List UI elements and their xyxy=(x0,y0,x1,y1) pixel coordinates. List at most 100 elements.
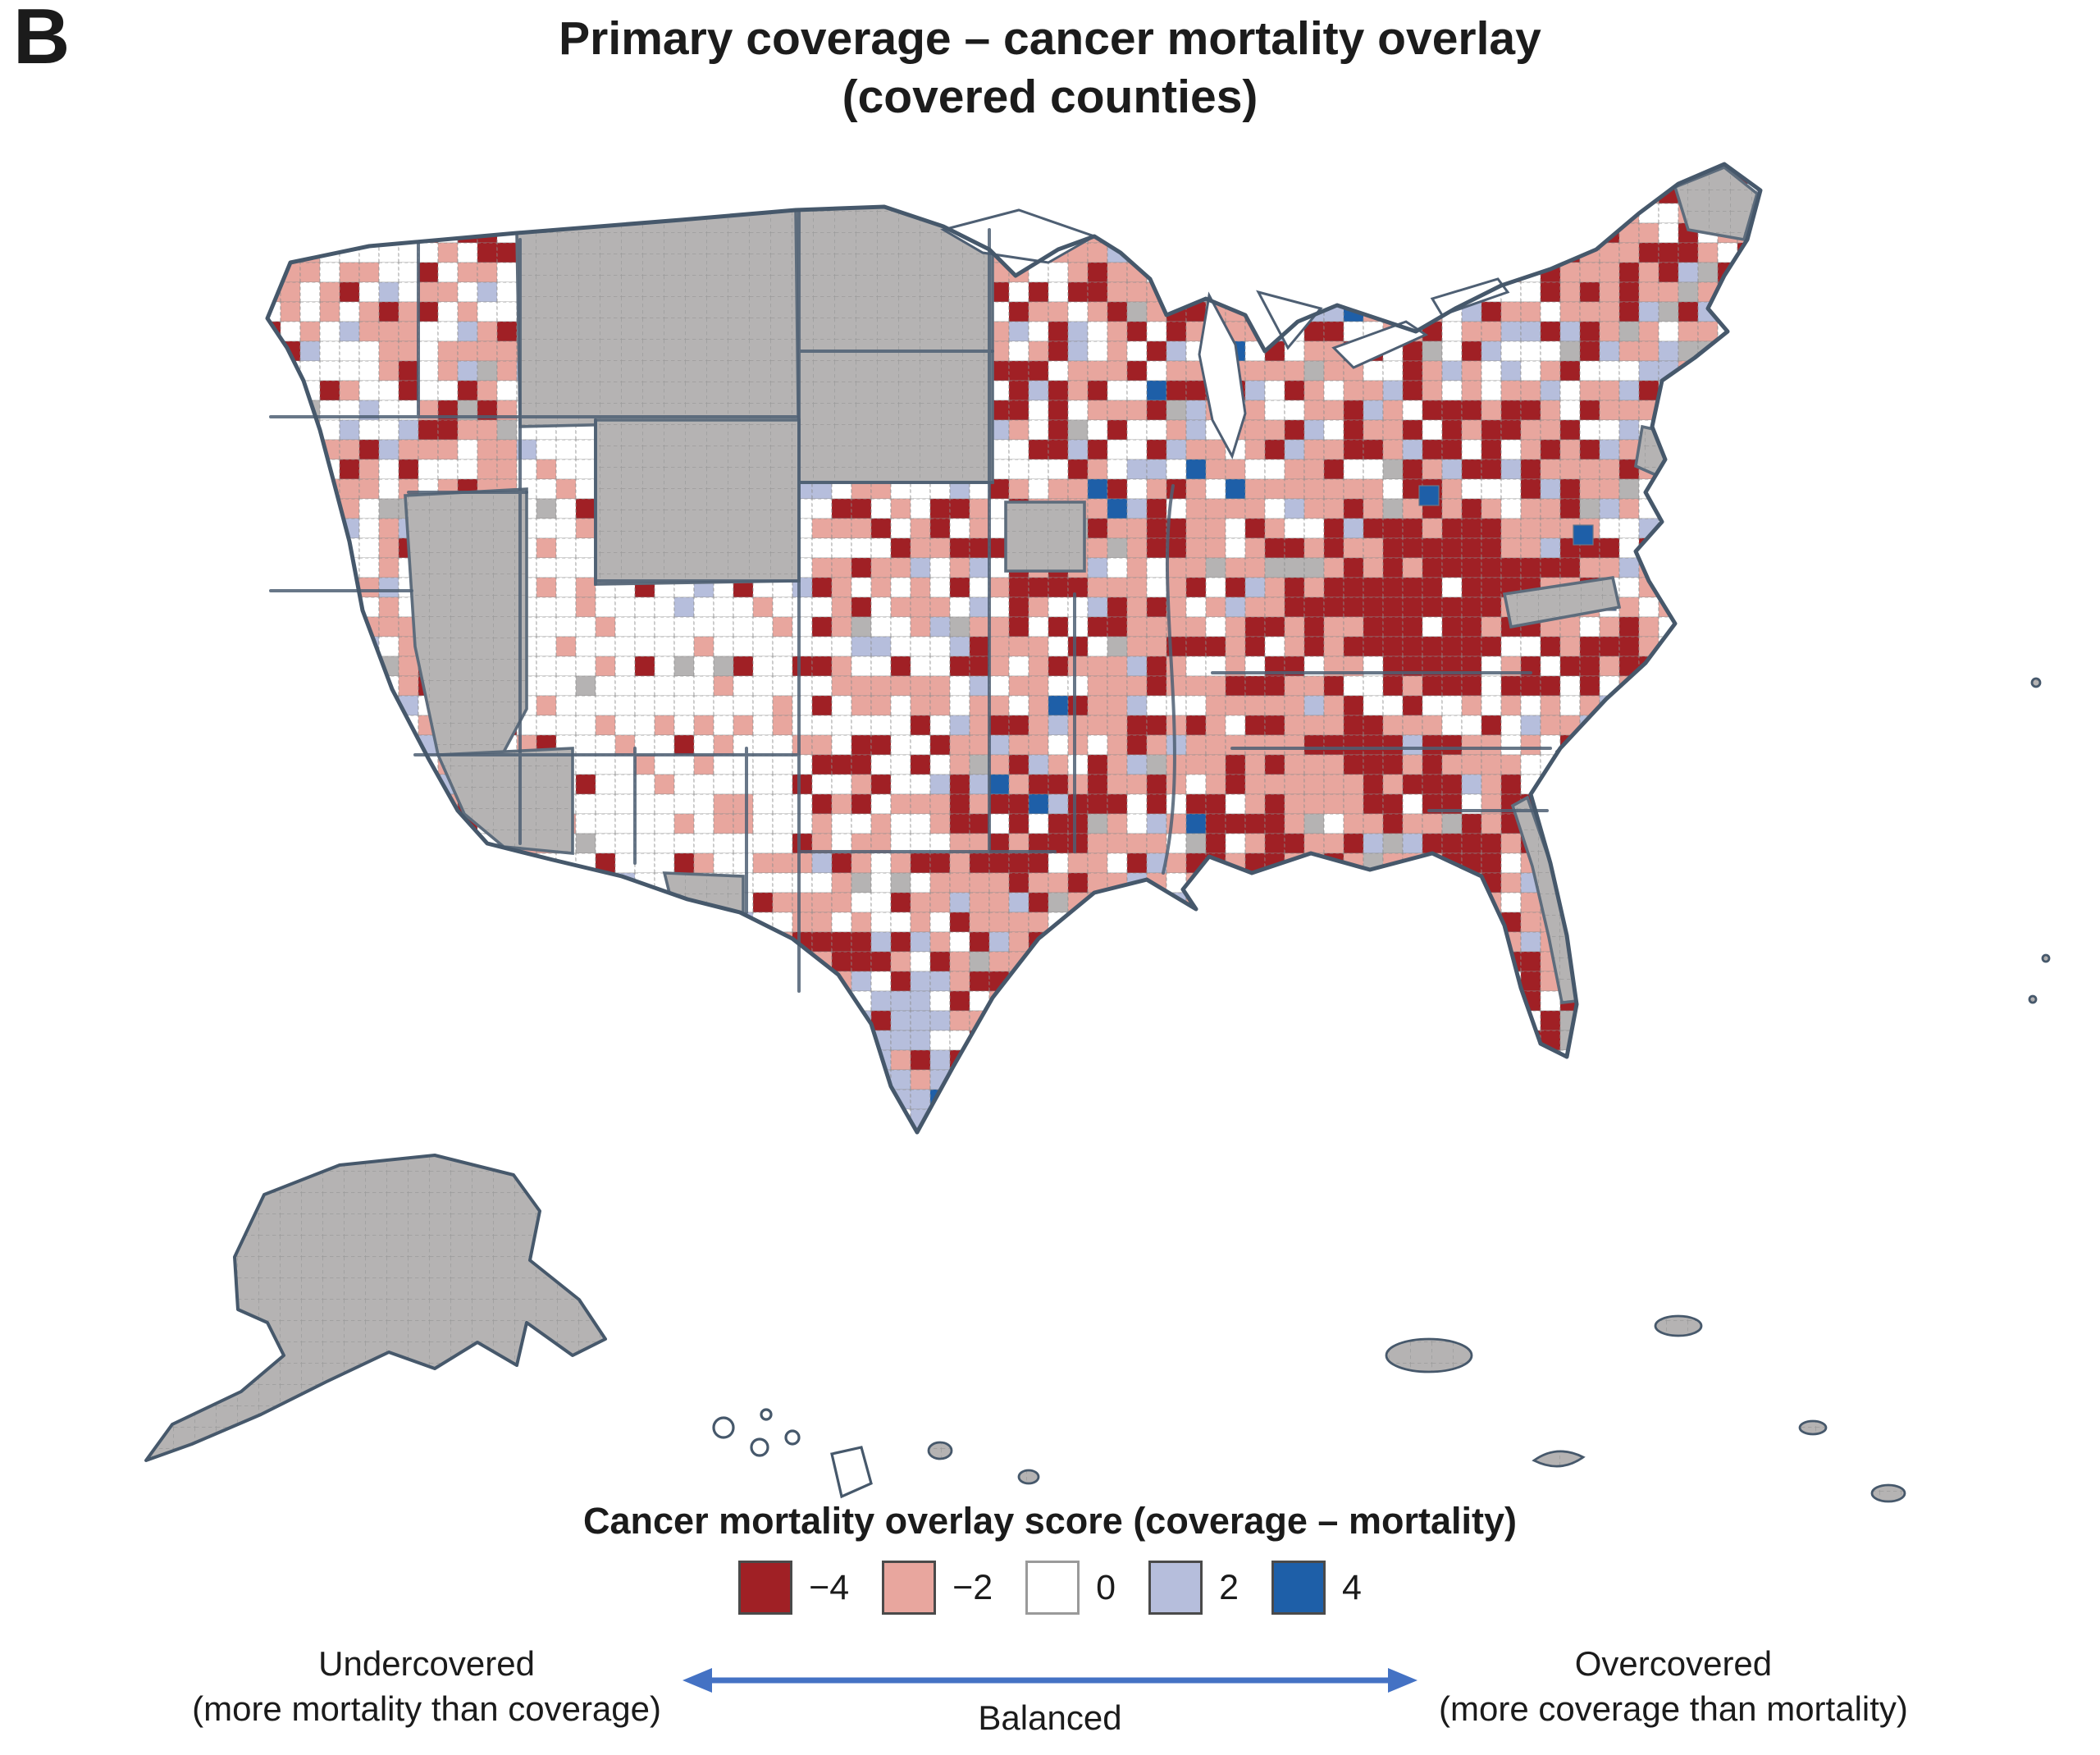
county-cell xyxy=(1225,951,1246,972)
county-cell xyxy=(1166,183,1187,204)
county-cell xyxy=(1323,203,1344,224)
county-cell xyxy=(555,439,577,460)
county-cell xyxy=(1244,164,1266,185)
county-cell xyxy=(378,1128,399,1132)
county-cell xyxy=(1087,164,1108,185)
county-cell xyxy=(280,321,301,342)
county-cell xyxy=(457,380,478,401)
county-cell xyxy=(1658,557,1679,578)
county-cell xyxy=(1441,931,1463,953)
county-cell xyxy=(1264,380,1285,401)
county-cell xyxy=(929,1128,951,1132)
county-cell xyxy=(1382,400,1404,421)
county-cell xyxy=(1697,1128,1719,1132)
county-cell xyxy=(1717,793,1738,815)
county-cell xyxy=(1717,774,1738,795)
county-cell xyxy=(1697,852,1719,874)
county-cell xyxy=(496,1089,518,1110)
county-cell xyxy=(496,872,518,893)
county-cell xyxy=(1520,951,1541,972)
county-cell xyxy=(1599,439,1620,460)
county-cell xyxy=(1205,557,1226,578)
county-cell xyxy=(1343,459,1364,480)
county-cell xyxy=(319,951,340,972)
county-cell xyxy=(1264,419,1285,441)
county-cell xyxy=(1166,1089,1187,1110)
county-cell xyxy=(969,971,990,992)
county-cell xyxy=(1028,951,1049,972)
county-cell xyxy=(673,1128,695,1132)
county-cell xyxy=(949,183,970,204)
county-cell xyxy=(1185,1049,1207,1071)
county-cell xyxy=(1579,1049,1600,1071)
county-cell xyxy=(1618,852,1640,874)
county-cell xyxy=(1363,616,1384,638)
county-cell xyxy=(969,852,990,874)
county-cell xyxy=(280,203,301,224)
county-cell xyxy=(1441,971,1463,992)
county-cell xyxy=(457,971,478,992)
county-cell xyxy=(378,183,399,204)
county-cell xyxy=(267,478,281,500)
county-cell xyxy=(267,990,281,1012)
county-cell xyxy=(1678,400,1699,421)
county-cell xyxy=(1008,616,1029,638)
county-cell xyxy=(1422,931,1443,953)
county-cell xyxy=(1323,262,1344,283)
county-cell xyxy=(1343,203,1364,224)
county-cell xyxy=(1422,951,1443,972)
county-cell xyxy=(1697,931,1719,953)
county-cell xyxy=(1658,222,1679,244)
county-cell xyxy=(1382,931,1404,953)
county-cell xyxy=(1737,1030,1758,1051)
county-cell xyxy=(673,164,695,185)
county-cell xyxy=(811,1069,833,1090)
county-cell xyxy=(496,360,518,382)
county-cell xyxy=(339,360,360,382)
county-cell xyxy=(634,1108,655,1130)
county-cell xyxy=(1717,636,1738,657)
county-cell xyxy=(1028,281,1049,303)
county-cell xyxy=(693,793,714,815)
county-cell xyxy=(1146,537,1167,559)
county-cell xyxy=(949,1108,970,1130)
county-cell xyxy=(1323,734,1344,756)
county-cell xyxy=(1048,715,1069,736)
county-cell xyxy=(1048,872,1069,893)
county-cell xyxy=(1559,498,1581,519)
county-cell xyxy=(654,1049,675,1071)
county-cell xyxy=(1028,695,1049,716)
county-cell xyxy=(1185,734,1207,756)
county-cell xyxy=(1599,675,1620,697)
county-cell xyxy=(811,813,833,834)
county-cell xyxy=(1737,281,1758,303)
county-cell xyxy=(1067,1049,1089,1071)
county-cell xyxy=(733,1030,754,1051)
county-cell xyxy=(1363,951,1384,972)
county-cell xyxy=(358,852,380,874)
county-cell xyxy=(969,695,990,716)
county-cell xyxy=(1579,1010,1600,1031)
county-cell xyxy=(614,675,636,697)
county-cell xyxy=(1717,1128,1738,1132)
county-cell xyxy=(496,1010,518,1031)
county-cell xyxy=(929,813,951,834)
county-cell xyxy=(299,459,321,480)
county-cell xyxy=(1737,400,1758,421)
county-cell xyxy=(988,675,1010,697)
county-cell xyxy=(1067,754,1089,775)
county-cell xyxy=(378,616,399,638)
county-cell xyxy=(1658,1108,1679,1130)
county-cell xyxy=(1068,1168,1088,1188)
county-cell xyxy=(1559,774,1581,795)
county-cell xyxy=(1265,1168,1285,1188)
county-cell xyxy=(1520,340,1541,362)
county-cell xyxy=(1579,498,1600,519)
county-cell xyxy=(733,675,754,697)
county-cell xyxy=(418,164,439,185)
county-cell xyxy=(575,754,596,775)
county-cell xyxy=(1323,715,1344,736)
county-cell xyxy=(267,852,281,874)
county-cell xyxy=(1717,459,1738,480)
county-cell xyxy=(536,164,557,185)
